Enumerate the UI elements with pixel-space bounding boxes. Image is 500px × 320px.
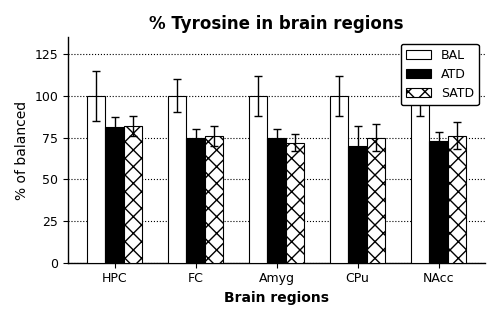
Bar bbox=[366, 138, 385, 263]
Bar bbox=[348, 146, 366, 263]
Bar bbox=[430, 141, 448, 263]
Bar bbox=[448, 136, 466, 263]
Bar bbox=[249, 96, 268, 263]
Bar bbox=[186, 138, 205, 263]
Bar bbox=[330, 96, 348, 263]
Bar bbox=[286, 142, 304, 263]
Y-axis label: % of balanced: % of balanced bbox=[15, 100, 29, 200]
Bar bbox=[168, 96, 186, 263]
Legend: BAL, ATD, SATD: BAL, ATD, SATD bbox=[400, 44, 479, 105]
Bar bbox=[124, 126, 142, 263]
Bar bbox=[106, 127, 124, 263]
Bar bbox=[87, 96, 106, 263]
Title: % Tyrosine in brain regions: % Tyrosine in brain regions bbox=[150, 15, 404, 33]
X-axis label: Brain regions: Brain regions bbox=[224, 291, 329, 305]
Bar bbox=[268, 138, 286, 263]
Bar bbox=[411, 96, 430, 263]
Bar bbox=[205, 136, 223, 263]
